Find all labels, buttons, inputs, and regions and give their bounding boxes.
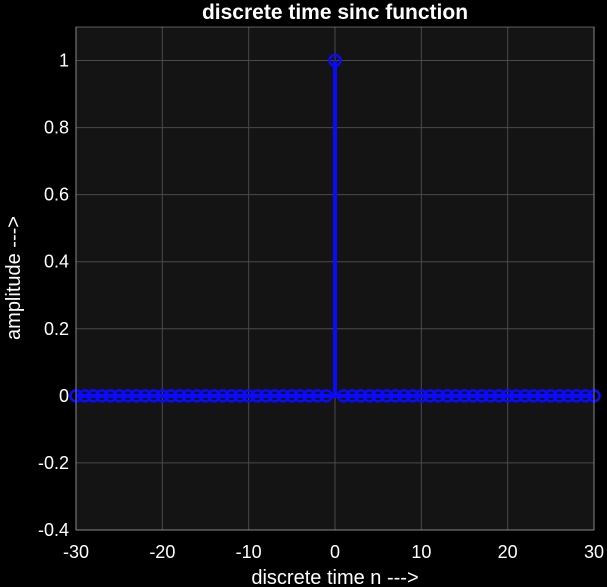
y-tick-label: 1 — [59, 51, 69, 71]
stem-marker — [475, 389, 489, 403]
stem-marker — [138, 389, 152, 403]
stem-marker — [172, 389, 187, 403]
y-tick-label: -0.4 — [38, 520, 69, 540]
stem-marker — [336, 389, 351, 403]
stem-marker — [86, 389, 101, 403]
stem-marker — [103, 389, 118, 403]
stem-marker — [77, 389, 92, 403]
x-tick-label: -30 — [63, 542, 89, 562]
stem-marker — [164, 389, 178, 403]
stem-marker — [293, 389, 308, 403]
stem-marker — [95, 389, 109, 403]
stem-marker — [414, 389, 429, 403]
stem-marker — [233, 389, 247, 403]
stem-marker — [259, 389, 273, 403]
x-axis-label: discrete time n ---> — [251, 567, 418, 587]
stem-marker — [155, 389, 170, 403]
x-tick-label: -20 — [149, 542, 175, 562]
stem-marker — [181, 389, 195, 403]
stem-marker — [121, 389, 135, 403]
stem-marker — [431, 389, 446, 403]
y-tick-labels: -0.4 -0.2 0 0.2 0.4 0.6 0.8 1 — [38, 51, 69, 540]
chart-title: discrete time sinc function — [202, 1, 468, 24]
y-tick-label: 0.6 — [44, 185, 69, 205]
stem-marker — [535, 389, 549, 403]
stem-lines — [76, 60, 594, 398]
stem-marker — [285, 389, 299, 403]
y-axis-label: amplitude ---> — [3, 216, 25, 340]
stem-marker — [544, 389, 558, 403]
axes-frame — [75, 26, 595, 531]
stem-marker — [146, 389, 161, 403]
stem-marker — [345, 389, 360, 403]
stem-marker — [587, 389, 601, 403]
y-tick-label: 0.4 — [44, 252, 69, 272]
stem-marker — [397, 389, 411, 403]
x-tick-labels: -30 -20 -10 0 10 20 30 — [63, 542, 604, 562]
stem-marker — [129, 389, 144, 403]
stem-marker — [198, 389, 213, 403]
y-tick-label: -0.2 — [38, 453, 69, 473]
stem-marker — [354, 389, 368, 403]
stem-marker — [310, 389, 325, 403]
stem-marker — [241, 389, 256, 403]
stem-marker — [319, 389, 334, 403]
x-tick-label: 30 — [584, 542, 604, 562]
y-tick-label: 0.2 — [44, 319, 69, 339]
stem-marker — [509, 389, 524, 403]
stem-marker — [216, 389, 230, 403]
stem-marker — [190, 389, 204, 403]
stem-marker — [440, 389, 454, 403]
x-tick-label: 0 — [330, 542, 340, 562]
stem-marker — [578, 389, 593, 403]
stem-marker — [526, 389, 541, 403]
stem-marker — [267, 389, 282, 403]
stem-marker — [405, 389, 420, 403]
stem-marker — [423, 389, 437, 403]
x-tick-label: 20 — [498, 542, 518, 562]
stem-marker — [328, 53, 342, 68]
stem-marker — [112, 389, 126, 403]
stem-marker — [371, 389, 385, 403]
stem-marker — [207, 389, 221, 403]
stem-marker — [380, 389, 394, 403]
stem-marker — [276, 389, 290, 403]
stem-marker — [250, 389, 265, 403]
stem-marker — [388, 389, 403, 403]
y-tick-label: 0.8 — [44, 118, 69, 138]
stem-marker — [69, 389, 83, 403]
stem-markers — [69, 53, 601, 403]
stem-marker — [518, 389, 532, 403]
stem-marker — [224, 389, 239, 403]
y-tick-label: 0 — [59, 386, 69, 406]
stem-marker — [492, 389, 506, 403]
stem-marker — [483, 389, 498, 403]
stem-marker — [466, 389, 480, 403]
stem-marker — [362, 389, 377, 403]
stem-marker — [449, 389, 463, 403]
stem-marker — [500, 389, 515, 403]
stem-marker — [561, 389, 575, 403]
x-tick-label: -10 — [236, 542, 262, 562]
stem-marker — [552, 389, 567, 403]
stem-marker — [457, 389, 472, 403]
stem-marker — [302, 389, 316, 403]
stem-marker — [569, 389, 584, 403]
x-tick-label: 10 — [411, 542, 431, 562]
